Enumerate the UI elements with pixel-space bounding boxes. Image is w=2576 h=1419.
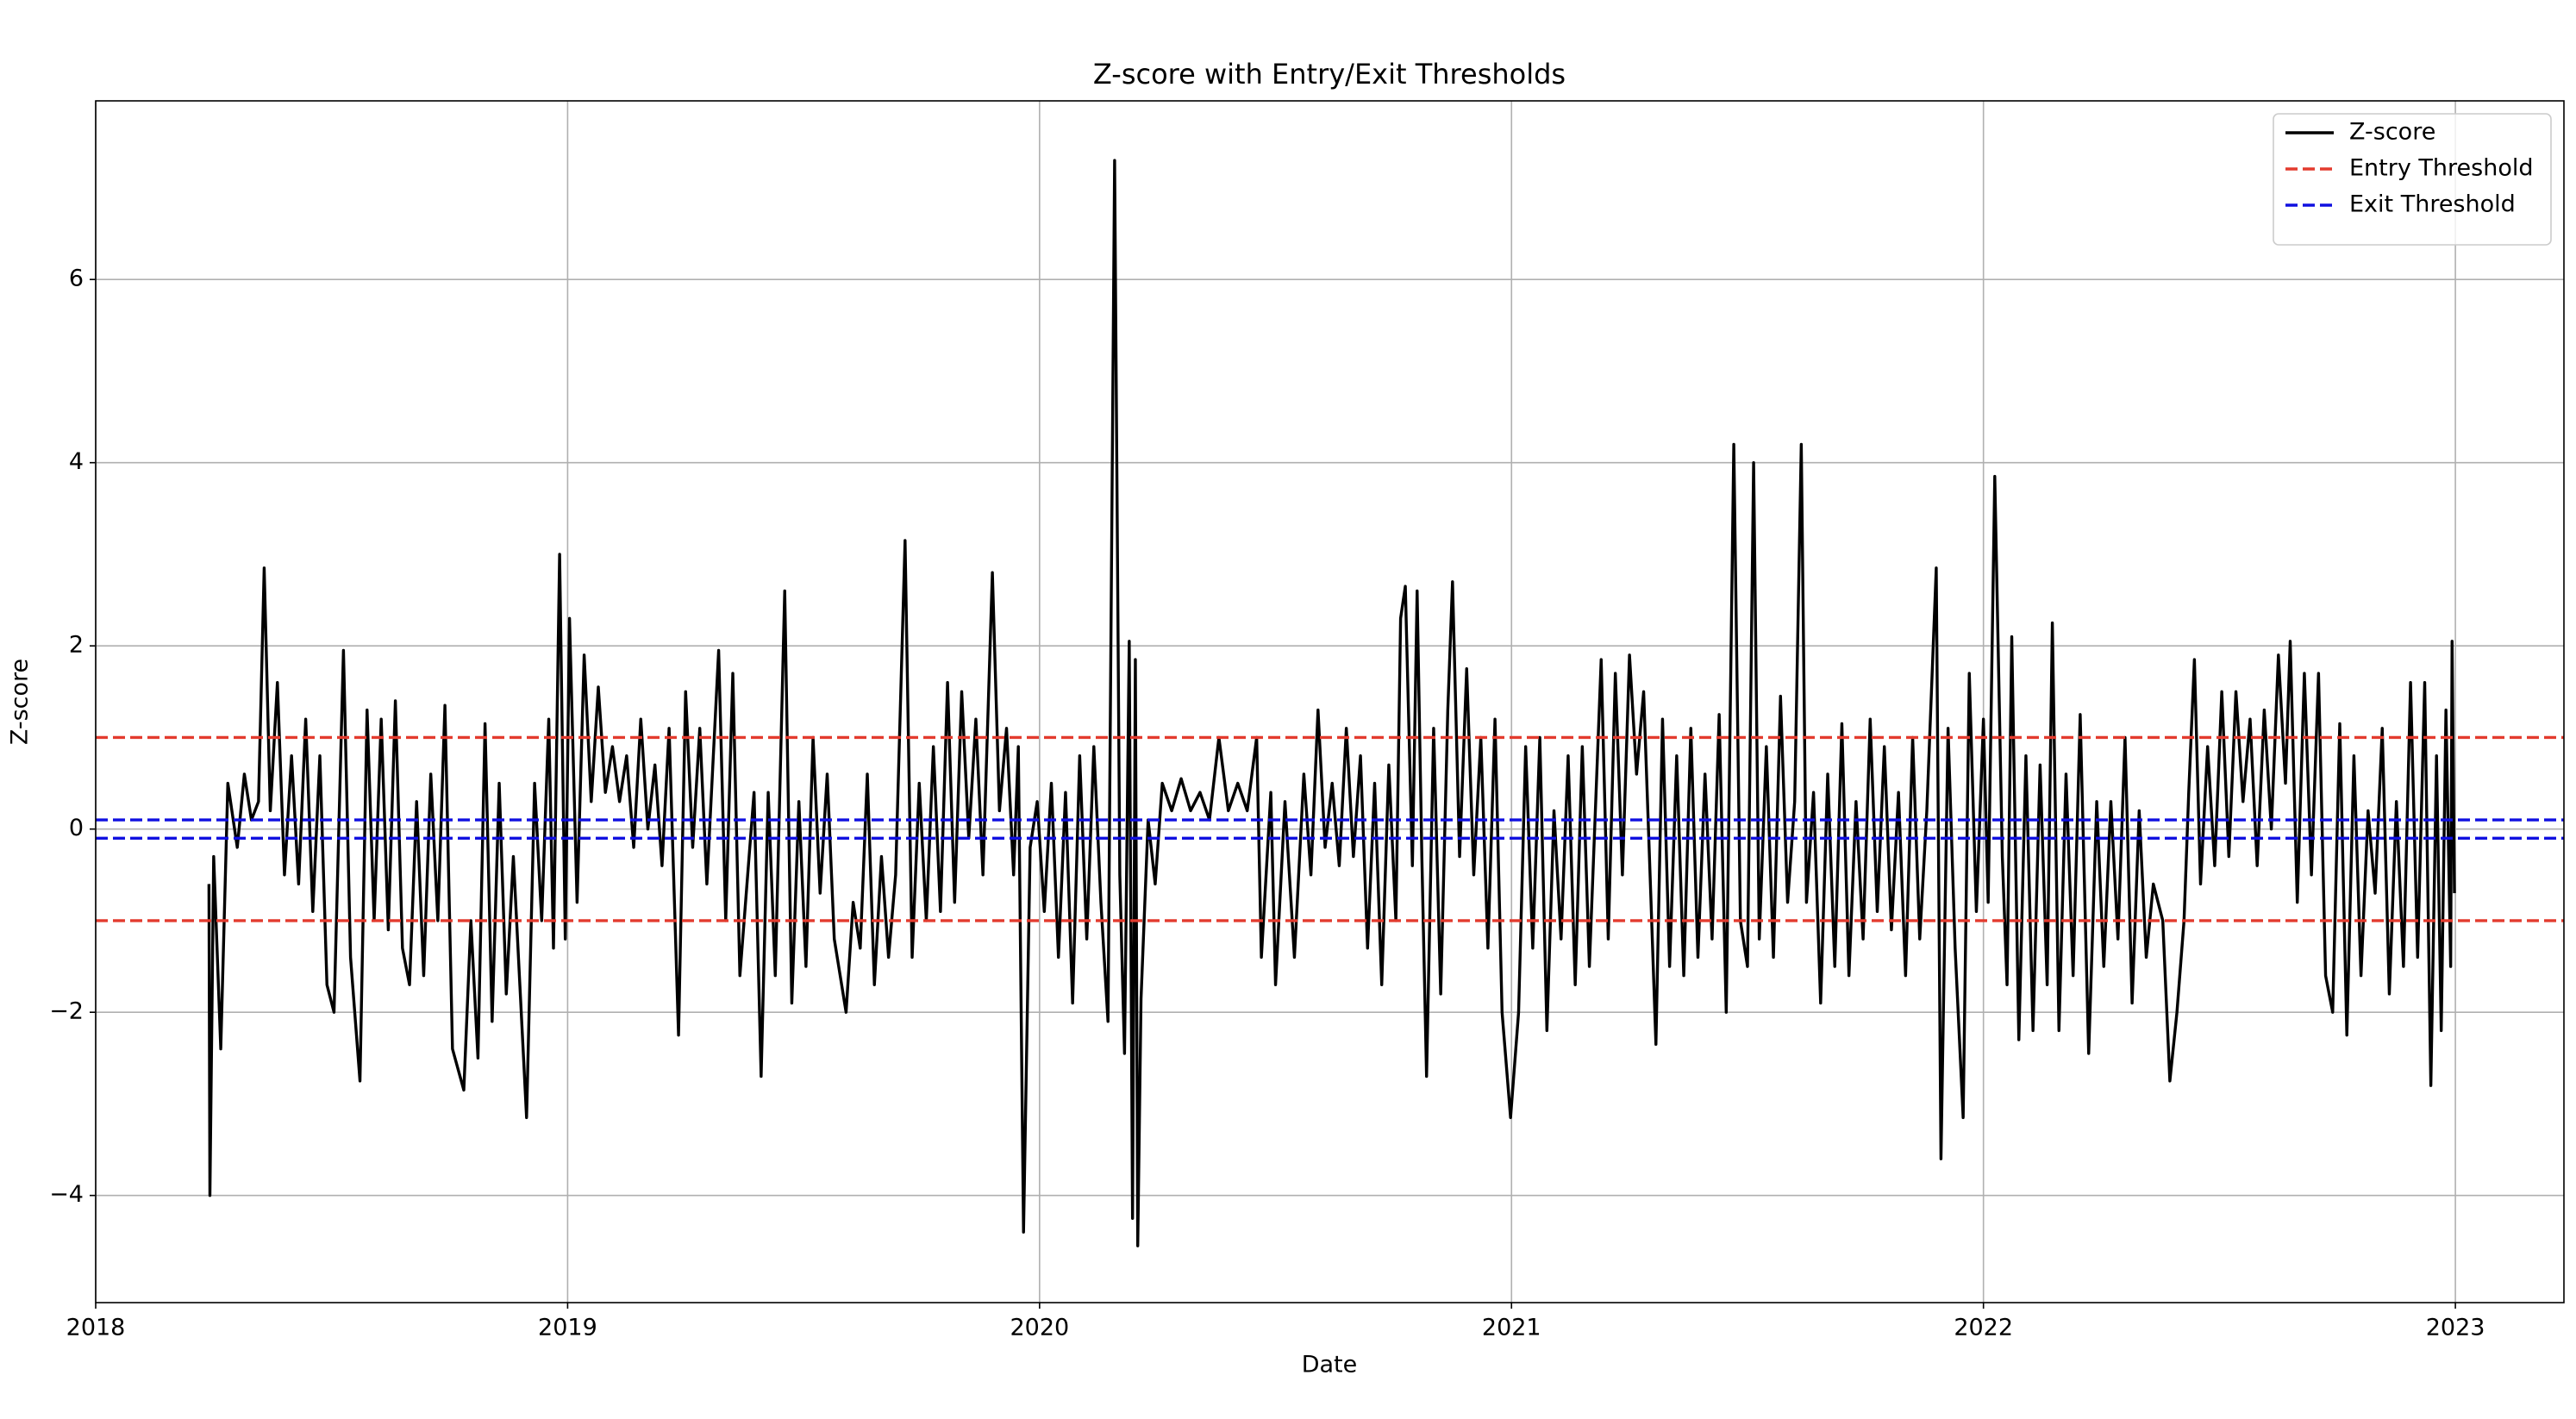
x-tick-label: 2018 <box>66 1315 126 1341</box>
chart-title: Z-score with Entry/Exit Thresholds <box>1093 58 1566 91</box>
legend: Z-score Entry Threshold Exit Threshold <box>2273 113 2552 246</box>
legend-label: Z-score <box>2349 119 2435 146</box>
plot-frame <box>95 100 2565 1303</box>
legend-box <box>2273 113 2552 246</box>
y-tick-label: 6 <box>69 266 84 292</box>
legend-label: Exit Threshold <box>2349 191 2516 218</box>
x-tick-label: 2019 <box>538 1315 597 1341</box>
y-tick-label: −4 <box>49 1181 84 1208</box>
y-tick-label: 4 <box>69 448 84 475</box>
x-tick-label: 2022 <box>1954 1315 2013 1341</box>
x-tick-label: 2020 <box>1010 1315 1069 1341</box>
y-tick-label: 0 <box>69 815 84 841</box>
data-line <box>207 159 2456 1247</box>
x-tick-label: 2021 <box>1482 1315 1541 1341</box>
x-tick-label: 2023 <box>2426 1315 2485 1341</box>
x-axis-label: Date <box>1302 1352 1358 1378</box>
y-axis-label: Z-score <box>7 659 34 745</box>
legend-label: Entry Threshold <box>2349 155 2533 182</box>
y-tick-label: 2 <box>69 632 84 659</box>
y-tick-label: −2 <box>49 998 84 1025</box>
